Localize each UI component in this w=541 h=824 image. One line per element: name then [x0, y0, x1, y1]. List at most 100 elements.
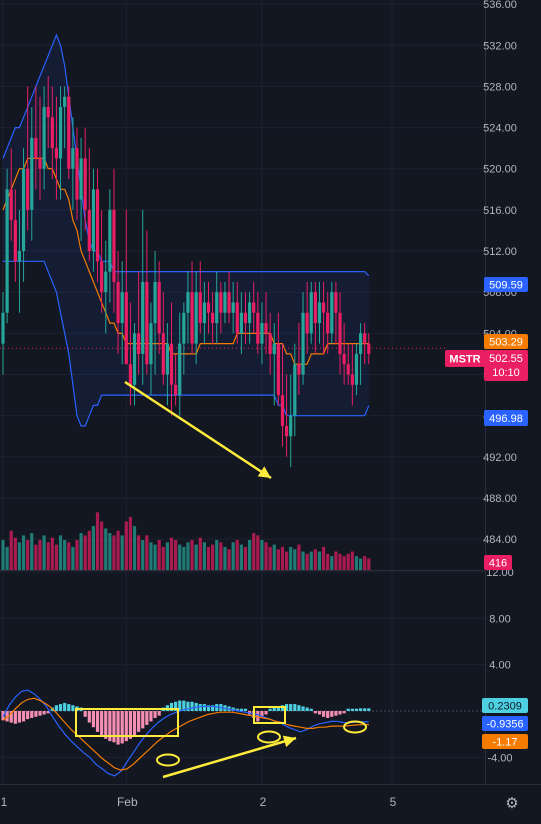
candle-body: [128, 364, 133, 385]
macd-histogram-bar: [330, 711, 334, 717]
macd-histogram-bar: [198, 704, 202, 712]
volume-bar: [54, 544, 59, 570]
upper-band-badge-bg: [484, 277, 528, 292]
volume-bar: [87, 530, 91, 570]
volume-bar: [95, 512, 100, 570]
basis-badge: 503.29: [489, 337, 523, 349]
volume-bar: [276, 549, 280, 570]
candle-body: [350, 374, 354, 385]
macd-histogram-bar: [363, 708, 367, 712]
volume-bar: [326, 553, 330, 570]
macd-low-circle: [343, 720, 367, 734]
candle-body: [153, 281, 157, 324]
volume-bar: [30, 533, 34, 570]
macd-histogram-bar: [268, 708, 272, 712]
candle-body: [309, 292, 313, 334]
macd-histogram-bar: [112, 711, 116, 743]
volume-badge: 416: [489, 558, 507, 570]
macd-histogram-bar: [190, 701, 194, 712]
volume-bar: [79, 533, 83, 570]
volume-bar: [145, 535, 149, 570]
macd-histogram-bar: [13, 711, 17, 724]
macd-histogram-bar: [186, 701, 190, 712]
volume-bar: [211, 544, 215, 570]
candle-body: [260, 323, 264, 344]
bollinger-bands: [0, 33, 445, 427]
volume-bar: [58, 535, 63, 570]
candle-body: [67, 96, 71, 169]
candle-body: [95, 189, 100, 262]
volume-bar: [309, 551, 313, 570]
gear-icon[interactable]: ⚙: [505, 795, 519, 812]
volume-bar: [235, 540, 239, 570]
macd-histogram-bar: [346, 708, 350, 712]
volume-bar: [137, 535, 141, 570]
macd-histogram-bar: [367, 708, 371, 712]
candle-body: [165, 343, 169, 375]
candle-body: [46, 107, 50, 118]
histogram-badge: 0.2309: [488, 701, 522, 713]
candle-body: [186, 292, 190, 313]
macd-histogram-bar: [46, 711, 50, 714]
macd-histogram-bar: [137, 711, 141, 732]
macd-histogram-bar: [215, 704, 219, 712]
macd-histogram-bar: [239, 708, 243, 712]
macd-histogram-bar: [91, 711, 96, 728]
candle-body: [219, 292, 223, 313]
macd-histogram-bar: [317, 711, 322, 715]
macd-histogram-bar: [153, 711, 157, 718]
time-tick-label: 1: [1, 795, 8, 809]
bollinger-basis-line: [2, 157, 369, 365]
signal-line-badge: -1.17: [492, 737, 517, 749]
volume-bar: [284, 551, 289, 570]
macd-histogram-bar: [231, 707, 235, 712]
macd-histogram-bar: [116, 711, 120, 745]
volume-bar: [116, 530, 120, 570]
macd-histogram-bar: [34, 711, 38, 717]
volume-bar: [128, 516, 133, 570]
candle-body: [256, 312, 260, 344]
candle-body: [87, 209, 91, 252]
candle-body: [243, 312, 248, 324]
candle-body: [272, 343, 276, 354]
macd-histogram-bar: [5, 711, 9, 722]
macd-tick-label: -4.00: [487, 752, 512, 764]
volume-bar: [91, 526, 96, 570]
volume-bar: [169, 537, 174, 570]
candle-body: [58, 107, 63, 159]
candle-body: [26, 168, 30, 210]
candle-body: [21, 168, 26, 252]
price-tick-label: 492.00: [483, 452, 517, 464]
macd-histogram-bar: [95, 711, 100, 732]
volume-bar: [260, 540, 264, 570]
macd-histogram-bar: [297, 705, 301, 712]
volume-bar: [26, 540, 30, 570]
macd-histogram-bar: [272, 707, 276, 712]
candle-body: [50, 117, 54, 149]
candle-body: [215, 292, 219, 324]
candle-body: [83, 158, 87, 210]
volume-bar: [112, 535, 116, 570]
volume-bar: [346, 553, 350, 570]
candle-body: [346, 364, 350, 375]
price-tick-label: 524.00: [483, 123, 517, 135]
volume-bar: [46, 542, 50, 570]
candle-body: [235, 302, 239, 334]
candle-body: [227, 292, 231, 313]
candle-body: [30, 137, 34, 210]
price-tick-label: 484.00: [483, 534, 517, 546]
volume-bar: [42, 535, 46, 570]
volume-bar: [108, 533, 112, 570]
volume-bar: [120, 535, 124, 570]
candle-body: [157, 281, 161, 334]
price-tick-label: 532.00: [483, 40, 517, 52]
candle-body: [141, 281, 145, 354]
macd-histogram-bar: [313, 711, 317, 714]
volume-bar: [34, 544, 38, 570]
candle-body: [239, 312, 243, 334]
macd-histogram-bar: [169, 702, 174, 712]
candle-body: [301, 312, 305, 375]
grid: [0, 0, 485, 784]
